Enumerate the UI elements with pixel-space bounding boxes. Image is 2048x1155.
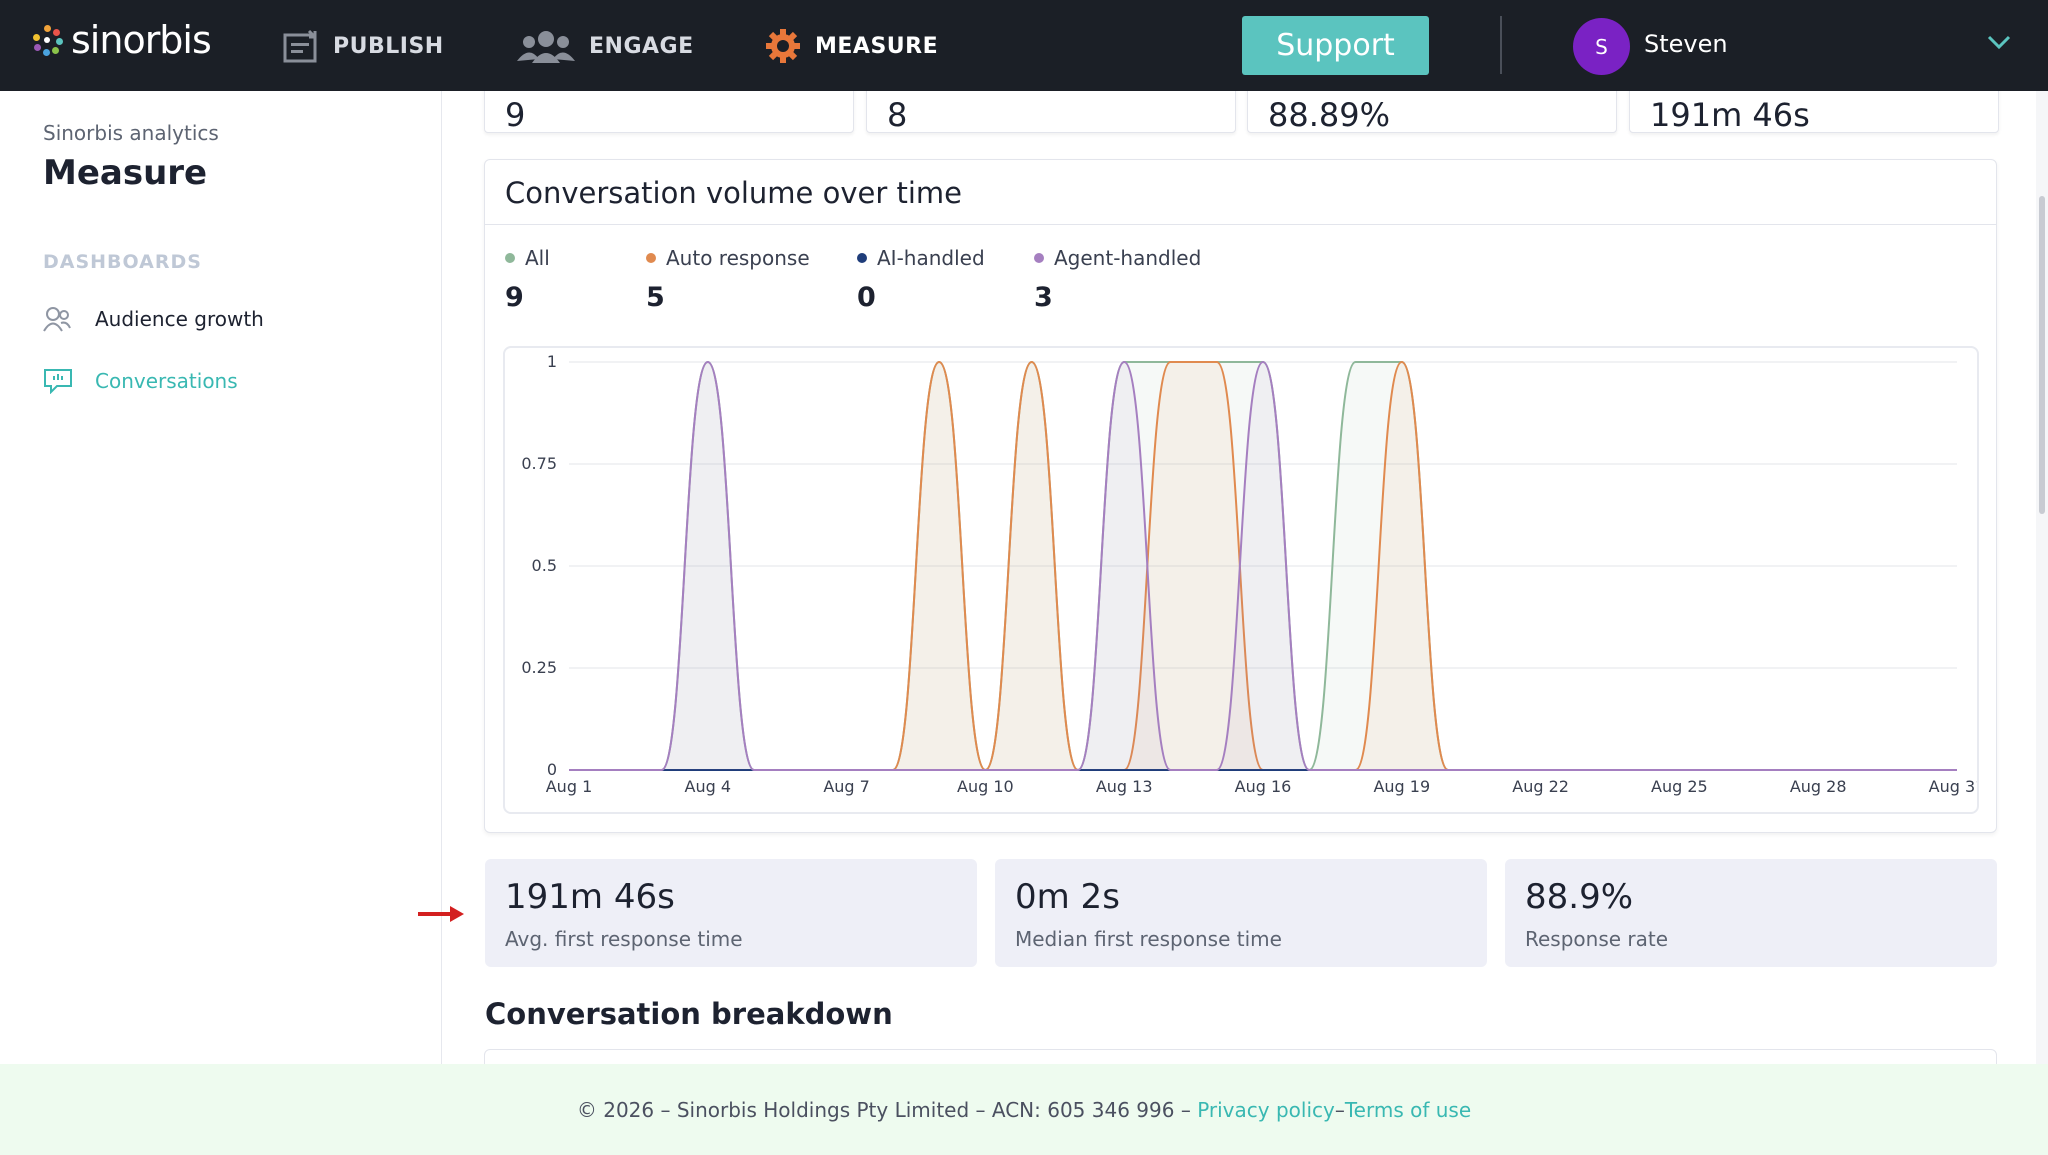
x-tick-label: Aug 13 <box>1096 777 1153 796</box>
sidebar-subtitle: Sinorbis analytics <box>43 121 219 145</box>
support-button[interactable]: Support <box>1242 16 1429 75</box>
gear-icon <box>765 28 801 64</box>
nav-divider <box>1500 16 1502 74</box>
user-avatar[interactable]: S <box>1573 18 1630 75</box>
legend-count: 0 <box>857 282 876 313</box>
x-tick-label: Aug 28 <box>1790 777 1847 796</box>
sidebar-title: Measure <box>43 153 208 193</box>
sidebar-section-label: DASHBOARDS <box>43 251 202 273</box>
scrollbar-thumb[interactable] <box>2039 196 2045 514</box>
legend-agent-handled[interactable]: Agent-handled 3 <box>1034 246 1201 313</box>
legend-dot <box>505 253 515 263</box>
x-tick-label: Aug 4 <box>685 777 732 796</box>
legend-count: 3 <box>1034 282 1053 313</box>
chart-title: Conversation volume over time <box>505 176 963 210</box>
legend-count: 5 <box>646 282 665 313</box>
legend-auto-response[interactable]: Auto response 5 <box>646 246 810 313</box>
x-tick-label: Aug 7 <box>823 777 870 796</box>
legend-label: Auto response <box>666 246 810 270</box>
x-tick-label: Aug 31 <box>1929 777 1977 796</box>
legend-dot <box>857 253 867 263</box>
logo-text: sinorbis <box>71 18 212 62</box>
stat-value: 88.9% <box>1525 877 1634 917</box>
people-icon <box>517 29 575 63</box>
x-tick-label: Aug 10 <box>957 777 1014 796</box>
sinorbis-logo[interactable]: sinorbis <box>33 18 212 62</box>
kpi-card: 191m 46s <box>1629 91 1999 134</box>
conversation-volume-card: Conversation volume over time All 9 Auto… <box>484 159 1997 833</box>
stat-label: Median first response time <box>1015 927 1282 951</box>
privacy-policy-link[interactable]: Privacy policy <box>1197 1097 1335 1122</box>
sidebar-item-conversations[interactable]: Conversations <box>43 361 238 401</box>
footer-copyright: © 2026 – Sinorbis Holdings Pty Limited –… <box>576 1097 1191 1122</box>
main-content: 9 8 88.89% 191m 46s Conversation volume … <box>443 91 2023 1064</box>
nav-engage[interactable]: ENGAGE <box>517 24 694 68</box>
kpi-value: 191m 46s <box>1650 96 1810 134</box>
scrollbar[interactable] <box>2036 91 2048 1064</box>
kpi-value: 9 <box>505 96 526 134</box>
stat-value: 191m 46s <box>505 877 675 917</box>
stat-card-response-rate: 88.9% Response rate <box>1505 859 1997 967</box>
legend-all[interactable]: All 9 <box>505 246 550 313</box>
sidebar-item-audience-growth[interactable]: Audience growth <box>43 299 264 339</box>
x-tick-label: Aug 22 <box>1512 777 1569 796</box>
sidebar-item-label: Audience growth <box>95 307 264 331</box>
y-tick-label: 0.75 <box>521 454 557 473</box>
nav-publish-label: PUBLISH <box>333 33 444 59</box>
stat-value: 0m 2s <box>1015 877 1120 917</box>
y-tick-label: 0.5 <box>532 556 557 575</box>
footer: © 2026 – Sinorbis Holdings Pty Limited –… <box>0 1064 2048 1155</box>
nav-engage-label: ENGAGE <box>589 33 694 59</box>
kpi-value: 8 <box>887 96 908 134</box>
terms-of-use-link[interactable]: Terms of use <box>1344 1097 1472 1122</box>
legend-label: Agent-handled <box>1054 246 1202 270</box>
breakdown-card <box>484 1049 1997 1064</box>
kpi-card: 8 <box>866 91 1236 134</box>
audience-icon <box>43 306 73 332</box>
series-line <box>568 360 1957 771</box>
legend-dot <box>1034 253 1044 263</box>
logo-mark-icon <box>33 25 63 56</box>
series-area <box>569 362 1957 770</box>
kpi-card: 9 <box>484 91 854 134</box>
series-area <box>569 362 1957 770</box>
nav-measure-label: MEASURE <box>815 33 939 59</box>
legend-label: All <box>525 246 550 270</box>
pointer-arrow-icon <box>418 906 466 926</box>
chart-plot-area: 0 0.25 0.5 0.75 1 Aug 1 Aug 4 Aug 7 Aug 10 Aug 13… <box>503 346 1979 814</box>
conversation-breakdown-title: Conversation breakdown <box>485 997 893 1031</box>
legend-ai-handled[interactable]: AI-handled 0 <box>857 246 985 313</box>
footer-separator: – <box>1334 1097 1345 1122</box>
stat-card-median-response: 0m 2s Median first response time <box>995 859 1487 967</box>
chat-icon <box>43 368 73 394</box>
x-tick-label: Aug 25 <box>1651 777 1708 796</box>
x-tick-label: Aug 16 <box>1235 777 1292 796</box>
volume-chart: 0 0.25 0.5 0.75 1 Aug 1 Aug 4 Aug 7 Aug 10 Aug 13… <box>521 352 1977 796</box>
stat-card-avg-response: 191m 46s Avg. first response time <box>485 859 977 967</box>
legend-label: AI-handled <box>877 246 985 270</box>
legend-dot <box>646 253 656 263</box>
stat-label: Avg. first response time <box>505 927 743 951</box>
chevron-down-icon[interactable] <box>1987 34 2011 54</box>
stat-label: Response rate <box>1525 927 1669 951</box>
nav-measure[interactable]: MEASURE <box>765 24 938 68</box>
sidebar: Sinorbis analytics Measure DASHBOARDS Au… <box>0 91 442 1064</box>
y-tick-label: 1 <box>547 352 557 371</box>
top-nav-bar: sinorbis PUBLISH ENGAGE MEASURE Support … <box>0 0 2048 91</box>
user-name[interactable]: Steven <box>1644 30 1728 58</box>
divider <box>485 224 1996 225</box>
kpi-value: 88.89% <box>1268 96 1391 134</box>
y-tick-label: 0 <box>547 760 557 779</box>
publish-icon <box>283 29 319 63</box>
sidebar-item-label: Conversations <box>95 369 238 393</box>
legend-count: 9 <box>505 282 524 313</box>
x-tick-label: Aug 19 <box>1373 777 1430 796</box>
series-area <box>569 362 1957 770</box>
y-tick-label: 0.25 <box>521 658 557 677</box>
x-tick-label: Aug 1 <box>546 777 593 796</box>
nav-publish[interactable]: PUBLISH <box>283 24 444 68</box>
kpi-card: 88.89% <box>1247 91 1617 134</box>
